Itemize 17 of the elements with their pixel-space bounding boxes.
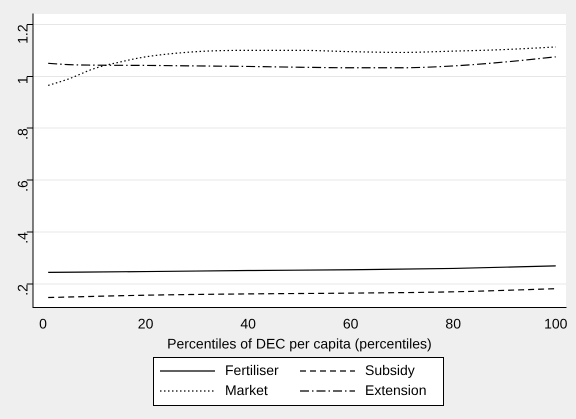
y-tick-label: 1.2 (14, 24, 31, 44)
x-tick-label: 100 (544, 316, 568, 332)
y-tick-label: .8 (14, 128, 31, 140)
legend-label: Fertiliser (225, 362, 280, 378)
x-tick-label: 40 (240, 316, 256, 332)
x-tick-label: 20 (138, 316, 154, 332)
x-tick-label: 0 (39, 316, 48, 332)
x-axis-title: Percentiles of DEC per capita (percentiles) (167, 335, 432, 352)
x-tick-label: 60 (342, 316, 359, 332)
x-tick-label: 80 (445, 316, 462, 332)
y-tick-label: .6 (14, 180, 31, 192)
y-tick-label: .2 (14, 284, 31, 296)
y-tick-label: 1 (14, 76, 31, 84)
legend-label: Market (225, 382, 268, 398)
y-tick-label: .4 (14, 232, 31, 244)
legend-label: Subsidy (365, 362, 415, 378)
legend-label: Extension (365, 382, 426, 398)
